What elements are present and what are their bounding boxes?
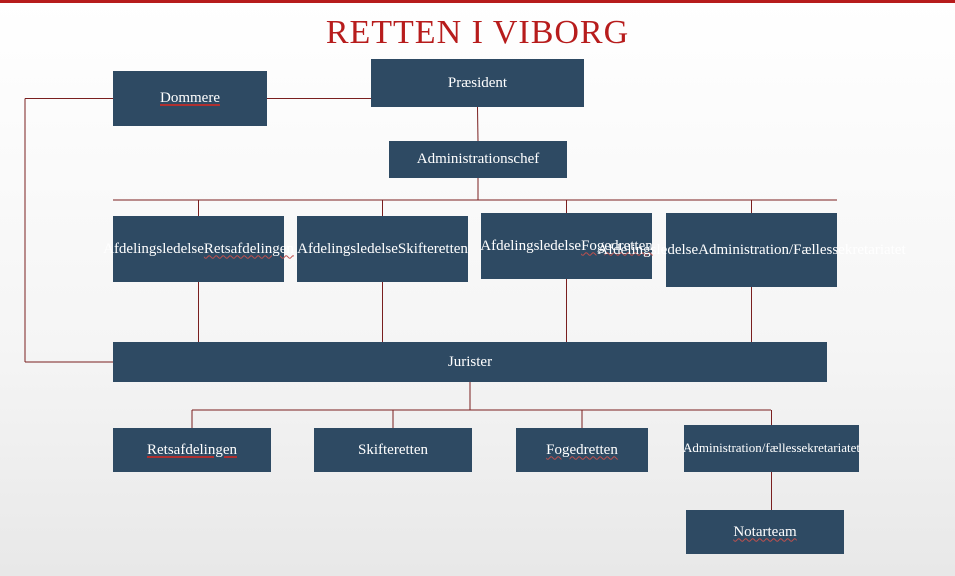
node-notarteam: Notarteam — [686, 510, 844, 554]
node-afd_skifte: AfdelingsledelseSkifteretten — [297, 216, 468, 282]
node-dommere: Dommere — [113, 71, 267, 126]
node-afd_rets: AfdelingsledelseRetsafdelingen — [113, 216, 284, 282]
node-adminchef: Administrationschef — [389, 141, 567, 178]
node-praesident: Præsident — [371, 59, 584, 107]
node-fogedretten: Fogedretten — [516, 428, 648, 472]
node-admin_faelles: Administration/fællessekretariatet — [684, 425, 859, 472]
node-afd_admin: AfdelingsledelseAdministration/Fællessek… — [666, 213, 837, 287]
page-title: RETTEN I VIBORG — [0, 14, 955, 52]
node-skifteretten: Skifteretten — [314, 428, 472, 472]
node-retsafd: Retsafdelingen — [113, 428, 271, 472]
node-jurister: Jurister — [113, 342, 827, 382]
top-border — [0, 0, 955, 3]
